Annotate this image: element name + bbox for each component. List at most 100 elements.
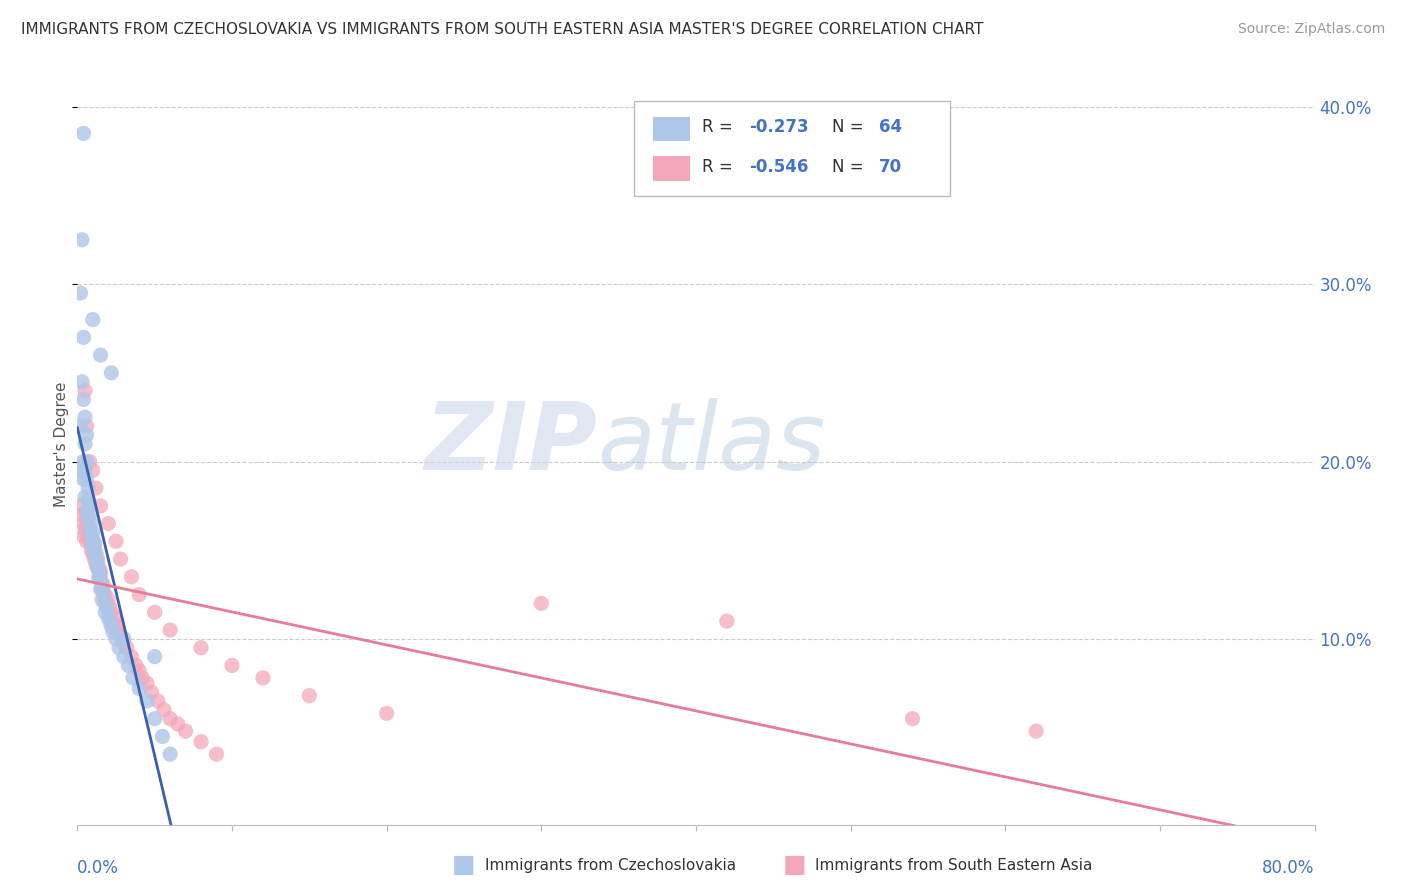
Point xyxy=(94,596,117,610)
Point xyxy=(90,565,111,579)
Point xyxy=(82,547,104,561)
Point xyxy=(82,540,104,554)
Point xyxy=(143,712,166,726)
Point xyxy=(115,640,138,655)
Point xyxy=(77,511,100,525)
Point xyxy=(91,579,114,593)
Point xyxy=(91,575,114,590)
Point xyxy=(72,392,94,407)
Point xyxy=(298,689,321,703)
Point xyxy=(77,529,100,543)
Text: Immigrants from Czechoslovakia: Immigrants from Czechoslovakia xyxy=(485,858,737,872)
Point xyxy=(72,454,94,468)
Point xyxy=(76,419,98,434)
Point xyxy=(97,592,120,607)
Point xyxy=(901,712,924,726)
Point xyxy=(75,410,96,425)
Text: Immigrants from South Eastern Asia: Immigrants from South Eastern Asia xyxy=(815,858,1092,872)
Point xyxy=(143,649,166,664)
Point xyxy=(87,565,110,579)
Point xyxy=(93,588,115,602)
Point xyxy=(90,499,111,513)
Point xyxy=(107,623,129,637)
Y-axis label: Master's Degree: Master's Degree xyxy=(53,381,69,507)
Text: 64: 64 xyxy=(879,119,903,136)
Point xyxy=(96,599,118,614)
Point xyxy=(79,534,101,549)
Point xyxy=(716,614,738,628)
Point xyxy=(152,730,174,744)
Point xyxy=(146,694,169,708)
Point xyxy=(90,582,111,597)
Point xyxy=(79,522,101,536)
Point xyxy=(143,605,166,619)
Text: ■: ■ xyxy=(783,854,806,877)
Point xyxy=(112,635,135,649)
Point xyxy=(82,533,104,547)
Point xyxy=(83,540,105,554)
FancyBboxPatch shape xyxy=(634,101,949,196)
Point xyxy=(125,658,148,673)
Point xyxy=(80,516,103,531)
Point xyxy=(75,490,96,504)
Point xyxy=(97,610,120,624)
Point xyxy=(205,747,228,761)
Point xyxy=(83,552,105,566)
Text: Source: ZipAtlas.com: Source: ZipAtlas.com xyxy=(1237,22,1385,37)
Point xyxy=(72,127,94,141)
Point xyxy=(112,649,135,664)
Point xyxy=(96,596,118,610)
Point xyxy=(83,543,105,558)
Bar xyxy=(652,156,690,181)
Point xyxy=(72,529,94,543)
Point xyxy=(190,735,212,749)
Text: R =: R = xyxy=(702,158,738,176)
Point xyxy=(93,579,115,593)
Point xyxy=(91,592,114,607)
Point xyxy=(98,599,121,614)
Text: -0.273: -0.273 xyxy=(749,119,808,136)
Point xyxy=(136,694,159,708)
Point xyxy=(84,481,107,495)
Text: ZIP: ZIP xyxy=(425,398,598,490)
Point xyxy=(82,463,104,477)
Point xyxy=(174,724,197,739)
Point xyxy=(101,624,124,639)
Point xyxy=(122,671,145,685)
Point xyxy=(252,671,274,685)
Point xyxy=(110,628,132,642)
Point xyxy=(86,556,108,570)
Point xyxy=(76,454,98,468)
Point xyxy=(100,605,122,619)
Point xyxy=(75,384,96,398)
Point xyxy=(128,588,150,602)
Point xyxy=(110,552,132,566)
Point xyxy=(100,366,122,380)
Point xyxy=(70,508,93,522)
Point xyxy=(94,588,117,602)
Point xyxy=(84,552,107,566)
Point xyxy=(77,516,100,531)
Point xyxy=(98,614,121,628)
Text: ■: ■ xyxy=(453,854,475,877)
Point xyxy=(76,504,98,518)
Point xyxy=(97,516,120,531)
Point xyxy=(87,570,110,584)
Point xyxy=(159,712,181,726)
Point xyxy=(105,617,127,632)
Text: 80.0%: 80.0% xyxy=(1263,859,1315,878)
Point xyxy=(530,596,553,610)
Point xyxy=(75,436,96,450)
Point xyxy=(128,664,150,678)
Text: R =: R = xyxy=(702,119,738,136)
Text: N =: N = xyxy=(832,158,869,176)
Point xyxy=(79,522,101,536)
Point xyxy=(94,605,117,619)
Point xyxy=(84,547,107,561)
Point xyxy=(80,529,103,543)
Text: 0.0%: 0.0% xyxy=(77,859,120,878)
Point xyxy=(86,552,108,566)
Point xyxy=(77,481,100,495)
Point xyxy=(121,649,143,664)
Point xyxy=(128,681,150,696)
